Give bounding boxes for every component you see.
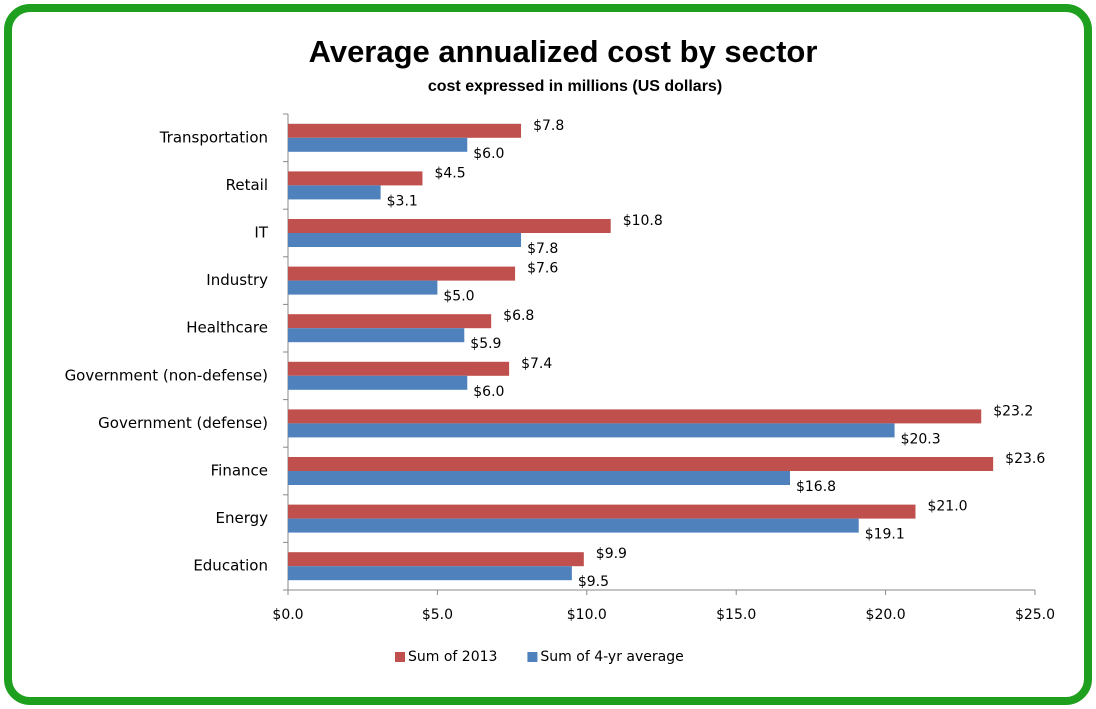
bar bbox=[288, 137, 468, 152]
data-label: $7.6 bbox=[527, 261, 558, 277]
data-label: $23.2 bbox=[993, 403, 1033, 419]
bar bbox=[288, 266, 516, 281]
x-tick-label: $10.0 bbox=[567, 607, 607, 623]
bar bbox=[288, 504, 916, 519]
x-tick-label: $15.0 bbox=[716, 607, 756, 623]
bar bbox=[288, 361, 510, 376]
bar bbox=[288, 219, 611, 233]
y-tick-label: Government (defense) bbox=[98, 414, 268, 432]
data-label: $6.0 bbox=[473, 384, 504, 400]
bar bbox=[288, 328, 465, 343]
x-tick-label: $5.0 bbox=[422, 607, 453, 623]
y-tick-label: Education bbox=[193, 557, 268, 575]
chart-subtitle: cost expressed in millions (US dollars) bbox=[428, 78, 722, 95]
y-tick-label: Energy bbox=[215, 509, 268, 527]
data-label: $9.9 bbox=[596, 546, 627, 562]
data-label: $19.1 bbox=[865, 527, 905, 543]
data-label: $7.8 bbox=[533, 118, 564, 134]
data-label: $9.5 bbox=[578, 574, 609, 590]
data-label: $5.9 bbox=[470, 336, 501, 352]
y-tick-label: Retail bbox=[226, 176, 268, 194]
data-label: $3.1 bbox=[387, 193, 418, 209]
data-label: $7.4 bbox=[521, 356, 552, 372]
bar bbox=[288, 552, 584, 567]
bar bbox=[288, 423, 895, 438]
data-label: $20.3 bbox=[901, 431, 941, 447]
data-label: $6.8 bbox=[503, 308, 534, 324]
y-tick-label: Industry bbox=[206, 271, 268, 289]
bar bbox=[288, 471, 790, 485]
data-label: $23.6 bbox=[1005, 451, 1045, 467]
bar bbox=[288, 233, 522, 247]
frame bbox=[4, 4, 1092, 705]
data-label: $5.0 bbox=[443, 289, 474, 305]
bar bbox=[288, 375, 468, 390]
bar bbox=[288, 409, 982, 424]
legend-swatch bbox=[527, 652, 538, 662]
legend-swatch bbox=[395, 652, 405, 662]
chart-title: Average annualized cost by sector bbox=[309, 34, 818, 69]
bar bbox=[288, 566, 572, 581]
legend-label: Sum of 4-yr average bbox=[540, 649, 683, 665]
bar bbox=[288, 457, 994, 471]
y-tick-label: Healthcare bbox=[186, 319, 268, 337]
y-tick-label: Transportation bbox=[159, 128, 268, 146]
y-tick-label: Finance bbox=[211, 462, 268, 480]
data-label: $16.8 bbox=[796, 479, 836, 495]
bar bbox=[288, 123, 522, 138]
data-label: $6.0 bbox=[473, 146, 504, 162]
legend-label: Sum of 2013 bbox=[408, 649, 497, 665]
bar bbox=[288, 171, 423, 186]
x-tick-label: $20.0 bbox=[866, 607, 906, 623]
bar bbox=[288, 185, 381, 200]
y-tick-label: Government (non-defense) bbox=[65, 366, 268, 384]
x-tick-label: $25.0 bbox=[1015, 607, 1055, 623]
data-label: $21.0 bbox=[927, 499, 967, 515]
data-label: $4.5 bbox=[434, 165, 465, 181]
y-tick-label: IT bbox=[254, 224, 268, 242]
data-label: $10.8 bbox=[623, 213, 663, 229]
data-label: $7.8 bbox=[527, 241, 558, 257]
bar bbox=[288, 314, 492, 329]
bar bbox=[288, 280, 438, 295]
bar bbox=[288, 518, 859, 533]
x-tick-label: $0.0 bbox=[272, 607, 303, 623]
